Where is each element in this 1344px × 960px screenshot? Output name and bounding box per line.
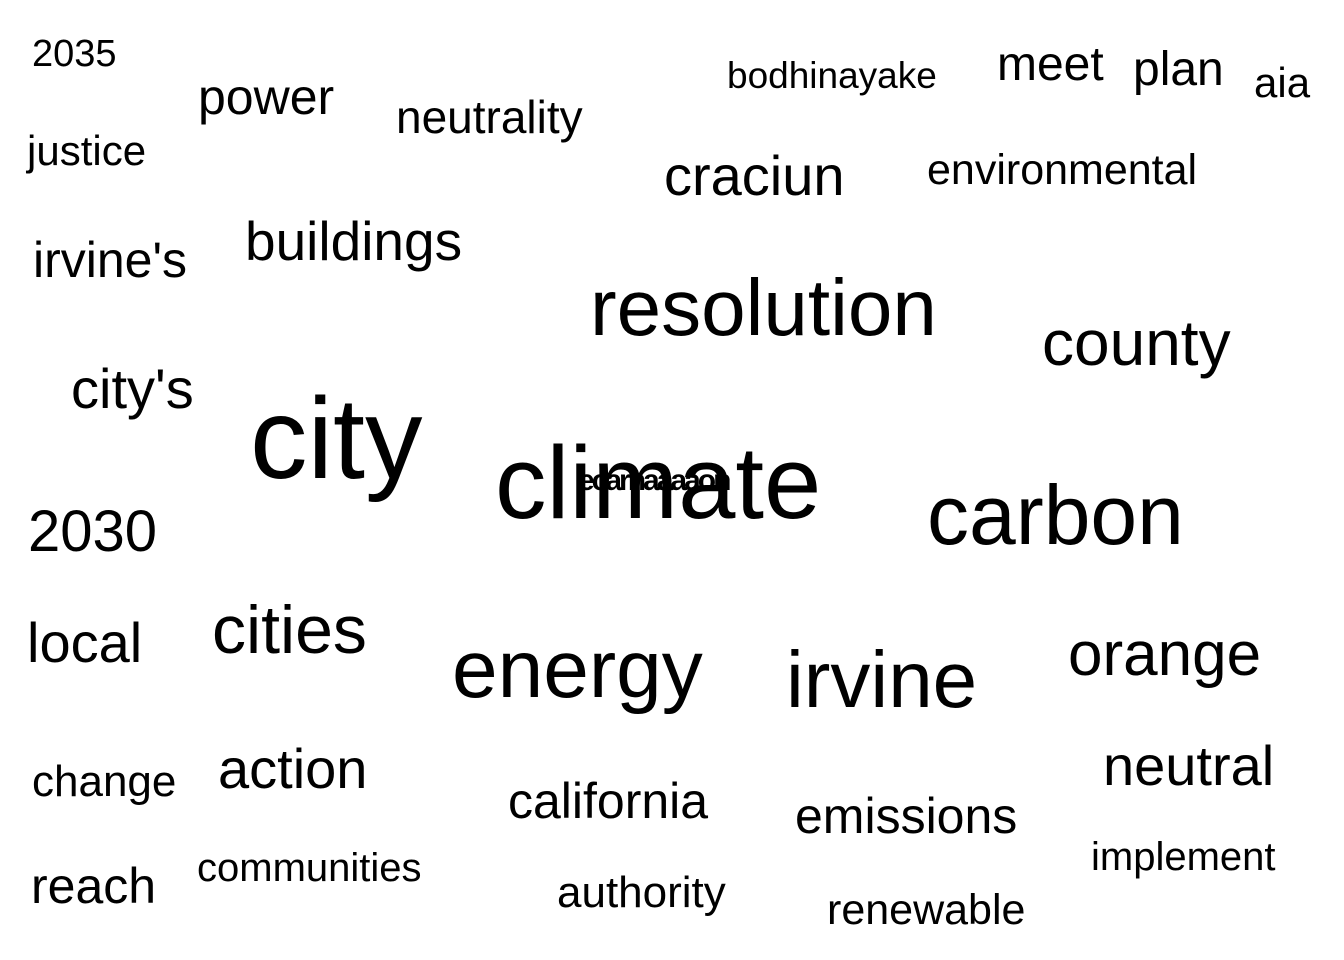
word-renewable: renewable	[827, 886, 1026, 934]
word-orange: orange	[1068, 620, 1262, 689]
overlapping-words-cluster: ecarnaaaaon	[578, 464, 731, 497]
word-communities: communities	[197, 846, 422, 890]
word-neutral: neutral	[1103, 734, 1275, 797]
word-county: county	[1042, 307, 1231, 379]
word-cities: cities	[212, 592, 367, 668]
word-action: action	[218, 737, 368, 800]
word-city: city	[250, 375, 423, 503]
word-neutrality: neutrality	[396, 91, 583, 143]
word-irvine: irvine	[786, 635, 978, 724]
word-irvines: irvine's	[33, 232, 188, 288]
word-2035: 2035	[32, 33, 117, 75]
word-justice: justice	[27, 127, 147, 174]
word-energy: energy	[452, 624, 703, 715]
word-citys: city's	[71, 357, 194, 420]
word-reach: reach	[31, 858, 157, 914]
word-climate: climate	[495, 425, 822, 540]
word-change: change	[32, 757, 177, 806]
word-local: local	[27, 611, 143, 674]
word-bodhinayake: bodhinayake	[727, 55, 937, 96]
word-power: power	[198, 69, 335, 125]
word-environmental: environmental	[927, 146, 1198, 194]
word-implement: implement	[1091, 835, 1276, 879]
word-buildings: buildings	[245, 210, 463, 272]
word-meet: meet	[997, 38, 1104, 91]
word-craciun: craciun	[664, 144, 845, 207]
word-aia: aia	[1254, 59, 1311, 106]
word-california: california	[508, 773, 709, 829]
word-plan: plan	[1133, 43, 1224, 96]
word-emissions: emissions	[795, 788, 1018, 844]
word-carbon: carbon	[927, 468, 1184, 562]
word-authority: authority	[557, 868, 726, 917]
word-resolution: resolution	[590, 263, 937, 352]
word-2030: 2030	[28, 499, 158, 564]
